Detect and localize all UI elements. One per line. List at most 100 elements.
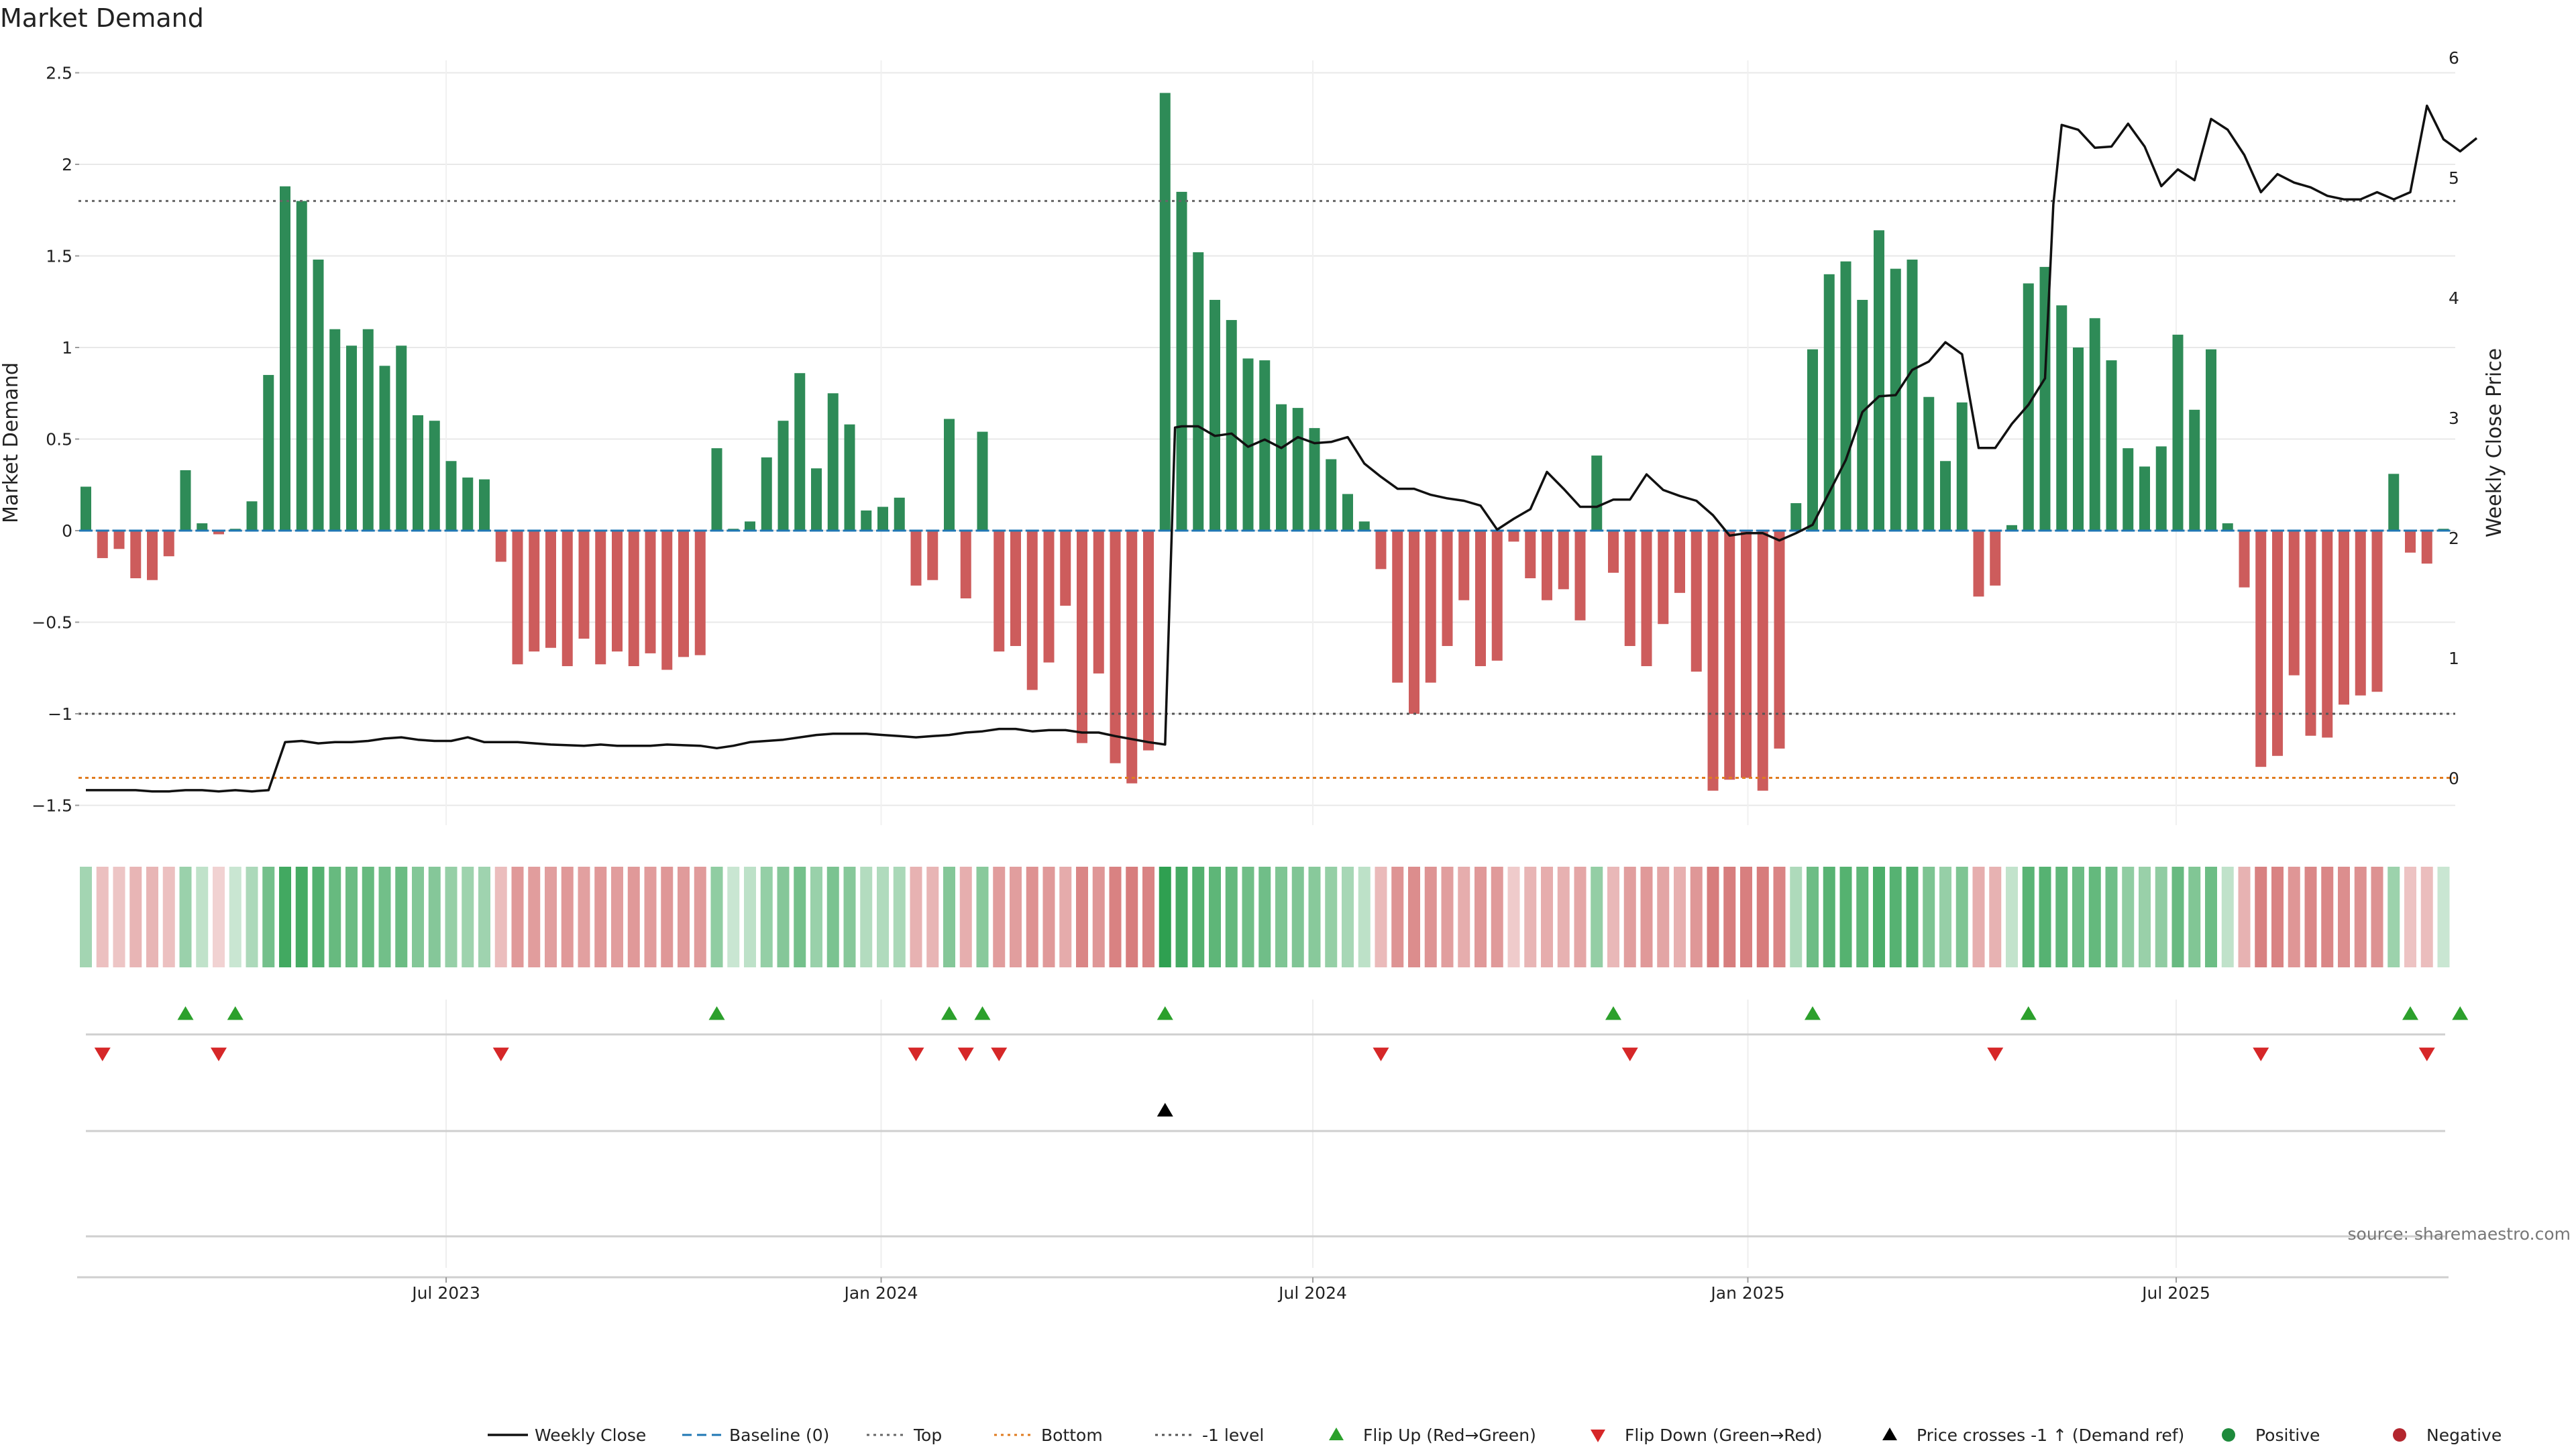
demand-bar (1159, 93, 1171, 531)
heat-cell (627, 867, 640, 967)
legend-item: Flip Down (Green→Red) (1591, 1426, 1823, 1445)
demand-bar (1342, 494, 1353, 531)
heat-cell (262, 867, 275, 967)
legend-swatch (1591, 1430, 1605, 1442)
heat-cell (1358, 867, 1371, 967)
flip-down-marker (1621, 1047, 1638, 1061)
heat-cell (378, 867, 391, 967)
flip-down-marker (991, 1047, 1008, 1061)
heat-cell (1126, 867, 1138, 967)
heat-cell (1458, 867, 1470, 967)
demand-bar (2305, 531, 2316, 736)
legend-item: Negative (2393, 1426, 2502, 1445)
legend-swatch (1882, 1428, 1897, 1440)
heat-cell (1076, 867, 1088, 967)
flip-down-marker (2418, 1047, 2435, 1061)
demand-bar (2388, 474, 2400, 531)
left-tick-label: 0 (62, 521, 72, 541)
demand-bar (1176, 191, 1187, 531)
heat-cell (760, 867, 773, 967)
heat-cell (727, 867, 740, 967)
demand-bar (1658, 531, 1669, 625)
flip-up-marker (2020, 1006, 2037, 1020)
heat-cell (1557, 867, 1570, 967)
demand-bar (1210, 300, 1220, 531)
demand-bar (1409, 531, 1419, 714)
heat-cell (1756, 867, 1769, 967)
right-tick-label: 0 (2449, 769, 2459, 788)
heat-cell (2055, 867, 2068, 967)
left-tick-label: −1 (48, 704, 72, 724)
heat-cell (810, 867, 822, 967)
legend: Weekly Close Baseline (0) Top Bottom -1 leve… (488, 1426, 2502, 1445)
heat-cell (2139, 867, 2151, 967)
demand-bar (462, 477, 474, 531)
flip-up-marker (1805, 1006, 1821, 1020)
heat-cell (196, 867, 209, 967)
heat-cell (744, 867, 756, 967)
demand-bar (944, 419, 955, 531)
heat-cell (1674, 867, 1686, 967)
demand-bar (1641, 531, 1652, 667)
flip-up-marker (1157, 1006, 1173, 1020)
left-tick-label: 1 (62, 338, 72, 358)
right-axis-title: Weekly Close Price (2483, 348, 2506, 537)
flip-up-marker (2452, 1006, 2469, 1020)
heat-cell (1308, 867, 1321, 967)
heat-cell (1291, 867, 1304, 967)
heat-cell (578, 867, 590, 967)
heat-cell (1026, 867, 1038, 967)
demand-bar (495, 531, 506, 562)
heat-cell (1723, 867, 1736, 967)
demand-bar (545, 531, 556, 648)
demand-bar (1259, 360, 1271, 531)
demand-bar (661, 531, 673, 670)
demand-bar (1624, 531, 1635, 646)
demand-bar (1292, 408, 1303, 531)
demand-bar (1874, 230, 1884, 531)
demand-bar (1823, 274, 1835, 531)
heat-cell (1275, 867, 1287, 967)
heat-cell (1142, 867, 1155, 967)
demand-bar (1707, 531, 1719, 791)
heat-cell (345, 867, 358, 967)
heat-cell (2205, 867, 2217, 967)
demand-bar (1475, 531, 1486, 667)
flip-up-marker (974, 1006, 991, 1020)
left-tick-label: 2 (62, 155, 72, 174)
heat-cell (1873, 867, 1885, 967)
demand-bar (1143, 531, 1154, 751)
demand-bar (80, 486, 91, 531)
legend-label: Baseline (0) (729, 1426, 829, 1445)
demand-bar (1026, 531, 1038, 690)
demand-bar (1591, 455, 1603, 531)
legend-label: Price crosses -1 ↑ (Demand ref) (1917, 1426, 2184, 1445)
heat-cell (943, 867, 955, 967)
heat-cell (179, 867, 192, 967)
heat-cell (2122, 867, 2135, 967)
demand-bar (1542, 531, 1552, 600)
demand-bar (1923, 396, 1935, 531)
heat-cell (594, 867, 607, 967)
heat-cell (246, 867, 258, 967)
demand-bar (379, 366, 390, 531)
heat-cell (462, 867, 474, 967)
heat-cell (478, 867, 490, 967)
demand-bar (1358, 521, 1370, 531)
heat-cell (2022, 867, 2035, 967)
demand-bar (2421, 531, 2432, 564)
demand-bar (1890, 268, 1901, 531)
flip-up-marker (1605, 1006, 1621, 1020)
legend-label: Top (913, 1426, 942, 1445)
demand-bar (2023, 283, 2034, 531)
heat-cell (561, 867, 574, 967)
heat-cell (1491, 867, 1503, 967)
heat-cell (1507, 867, 1520, 967)
heat-cell (1740, 867, 1752, 967)
flip-down-marker (957, 1047, 974, 1061)
heat-cell (910, 867, 922, 967)
heat-cell (1092, 867, 1105, 967)
right-tick-label: 2 (2449, 529, 2459, 548)
